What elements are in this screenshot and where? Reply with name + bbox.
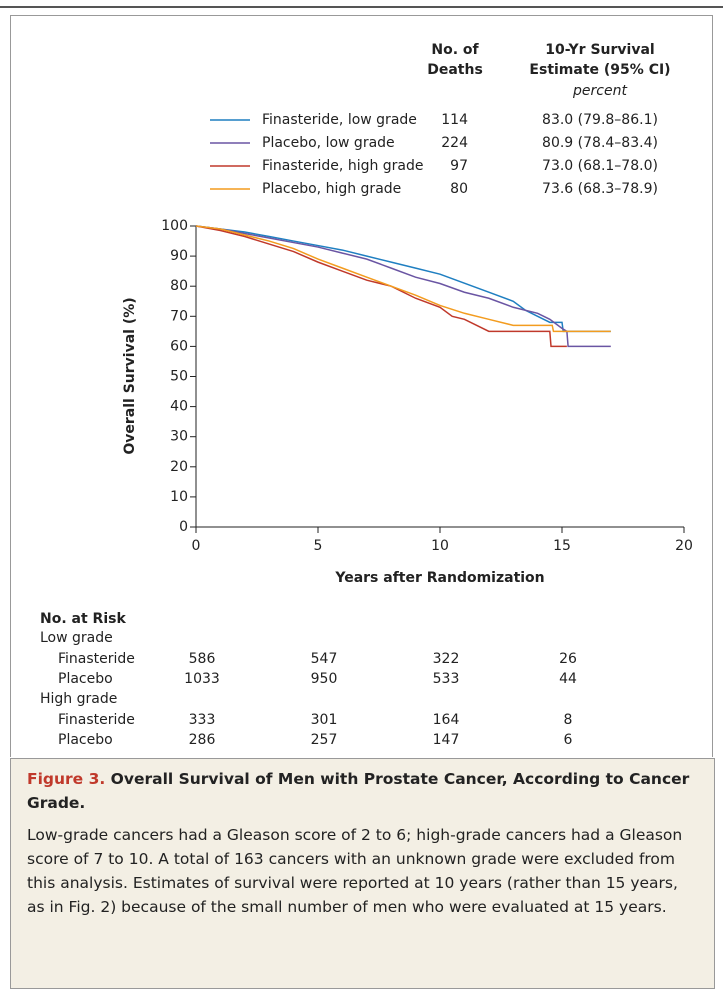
risk-count: 257 — [311, 732, 338, 748]
risk-row-label: Finasteride — [58, 651, 135, 667]
risk-count: 301 — [311, 712, 338, 728]
risk-count: 8 — [564, 712, 573, 728]
risk-count: 547 — [311, 651, 338, 667]
risk-count: 333 — [189, 712, 216, 728]
x-tick-label: 5 — [314, 538, 323, 554]
caption-text: Low-grade cancers had a Gleason score of… — [27, 826, 683, 916]
survival-curve — [195, 225, 611, 333]
risk-count: 950 — [311, 671, 338, 687]
risk-row-label: Placebo — [58, 671, 113, 687]
risk-count: 286 — [189, 732, 216, 748]
x-tick-label: 0 — [192, 538, 201, 554]
survival-curve — [195, 225, 611, 333]
deaths-header: Deaths — [427, 62, 483, 78]
estimate-header: 10-Yr Survival — [545, 42, 654, 58]
risk-count: 322 — [433, 651, 460, 667]
legend-label: Finasteride, high grade — [262, 158, 424, 174]
risk-title: No. at Risk — [40, 611, 126, 627]
risk-group: Low grade — [40, 630, 113, 646]
risk-count: 586 — [189, 651, 216, 667]
legend-deaths: 80 — [450, 181, 468, 197]
y-tick-label: 40 — [170, 399, 188, 415]
risk-group: High grade — [40, 691, 117, 707]
risk-row-label: Placebo — [58, 732, 113, 748]
y-tick-label: 60 — [170, 338, 188, 354]
y-tick-label: 90 — [170, 248, 188, 264]
risk-count: 164 — [433, 712, 460, 728]
legend-label: Placebo, high grade — [262, 181, 401, 197]
x-tick-label: 15 — [553, 538, 571, 554]
x-tick-label: 20 — [675, 538, 693, 554]
y-axis-label: Overall Survival (%) — [122, 297, 138, 454]
estimate-unit: percent — [572, 83, 627, 99]
legend-estimate: 83.0 (79.8–86.1) — [542, 112, 658, 128]
y-tick-label: 10 — [170, 489, 188, 505]
caption-heading: Figure 3. Overall Survival of Men with P… — [27, 767, 698, 815]
x-tick-label: 10 — [431, 538, 449, 554]
risk-count: 533 — [433, 671, 460, 687]
legend-estimate: 73.6 (68.3–78.9) — [542, 181, 658, 197]
risk-count: 1033 — [184, 671, 220, 687]
y-tick-label: 80 — [170, 278, 188, 294]
y-tick-label: 50 — [170, 369, 188, 385]
legend-estimate: 73.0 (68.1–78.0) — [542, 158, 658, 174]
legend-deaths: 114 — [441, 112, 468, 128]
legend-deaths: 224 — [441, 135, 468, 151]
frame — [10, 15, 713, 757]
y-tick-label: 0 — [179, 519, 188, 535]
caption-label: Figure 3. — [27, 770, 106, 788]
caption: Figure 3. Overall Survival of Men with P… — [10, 758, 715, 989]
legend-estimate: 80.9 (78.4–83.4) — [542, 135, 658, 151]
deaths-header: No. of — [431, 42, 479, 58]
survival-curve — [195, 225, 567, 348]
chart: No. of Deaths 10-Yr Survival Estimate (9… — [0, 6, 723, 757]
y-tick-label: 70 — [170, 308, 188, 324]
x-axis-label: Years after Randomization — [334, 570, 544, 586]
risk-count: 44 — [559, 671, 577, 687]
risk-count: 147 — [433, 732, 460, 748]
y-tick-label: 20 — [170, 459, 188, 475]
legend-label: Finasteride, low grade — [262, 112, 417, 128]
y-tick-label: 30 — [170, 429, 188, 445]
survival-curve — [195, 225, 611, 348]
risk-row-label: Finasteride — [58, 712, 135, 728]
estimate-header: Estimate (95% CI) — [529, 62, 670, 78]
y-tick-label: 100 — [161, 218, 188, 234]
caption-title: Overall Survival of Men with Prostate Ca… — [27, 770, 690, 812]
risk-count: 6 — [564, 732, 573, 748]
legend-deaths: 97 — [450, 158, 468, 174]
risk-count: 26 — [559, 651, 577, 667]
legend-label: Placebo, low grade — [262, 135, 395, 151]
